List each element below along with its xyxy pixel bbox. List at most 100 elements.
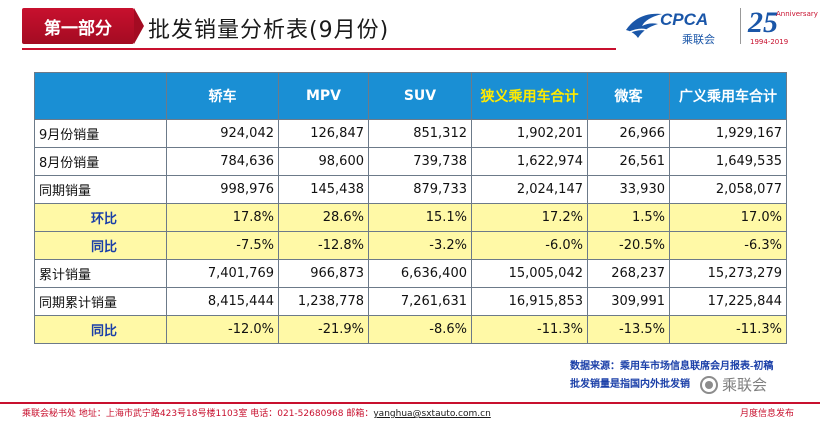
row-label: 累计销量 bbox=[34, 259, 167, 288]
row-label: 9月份销量 bbox=[34, 119, 167, 148]
row-label: 同比 bbox=[34, 315, 167, 344]
footer-divider bbox=[0, 402, 820, 404]
header-divider bbox=[22, 48, 616, 50]
table-cell: -21.9% bbox=[278, 315, 369, 344]
column-header-blank bbox=[34, 72, 167, 120]
table-row: 同期累计销量 8,415,444 1,238,778 7,261,631 16,… bbox=[34, 287, 787, 316]
table-cell: -12.0% bbox=[166, 315, 279, 344]
table-cell: -3.2% bbox=[368, 231, 472, 260]
sales-table: 轿车 MPV SUV 狭义乘用车合计 微客 广义乘用车合计 9月份销量 924,… bbox=[34, 72, 787, 344]
notes: 数据来源：乘用车市场信息联席会月报表-初稿 批发销量是指国内外批发销 bbox=[570, 358, 790, 394]
column-header-mpv: MPV bbox=[278, 72, 369, 120]
table-cell: 145,438 bbox=[278, 175, 369, 204]
cpca-bird-icon bbox=[626, 13, 662, 38]
table-cell: 1,929,167 bbox=[669, 119, 787, 148]
table-cell: -11.3% bbox=[471, 315, 588, 344]
table-cell: 15.1% bbox=[368, 203, 472, 232]
row-label: 同期累计销量 bbox=[34, 287, 167, 316]
table-cell: 879,733 bbox=[368, 175, 472, 204]
wechat-icon bbox=[700, 375, 718, 394]
table-cell: 784,636 bbox=[166, 147, 279, 176]
table-cell: 126,847 bbox=[278, 119, 369, 148]
table-row: 同比 -7.5% -12.8% -3.2% -6.0% -20.5% -6.3% bbox=[34, 231, 787, 260]
page-title: 批发销量分析表(9月份) bbox=[148, 18, 390, 43]
table-cell: 26,561 bbox=[587, 147, 670, 176]
anniversary-years: 1994-2019 bbox=[750, 38, 789, 46]
row-label: 环比 bbox=[34, 203, 167, 232]
table-cell: -6.3% bbox=[669, 231, 787, 260]
table-cell: 17.2% bbox=[471, 203, 588, 232]
table-cell: 17.8% bbox=[166, 203, 279, 232]
table-cell: 7,261,631 bbox=[368, 287, 472, 316]
row-label: 同比 bbox=[34, 231, 167, 260]
table-cell: -7.5% bbox=[166, 231, 279, 260]
table-cell: 2,058,077 bbox=[669, 175, 787, 204]
table-cell: 15,005,042 bbox=[471, 259, 588, 288]
cpca-logo: CPCA 乘联会 bbox=[624, 6, 734, 46]
table-cell: 17.0% bbox=[669, 203, 787, 232]
table-cell: 1.5% bbox=[587, 203, 670, 232]
watermark: 乘联会 bbox=[700, 374, 767, 395]
table-cell: -20.5% bbox=[587, 231, 670, 260]
page-header: 第一部分 批发销量分析表(9月份) CPCA 乘联会 25 Anniversar… bbox=[0, 0, 820, 56]
footer-address: 乘联会秘书处 地址：上海市武宁路423号18号楼1103室 电话：021-526… bbox=[22, 409, 374, 419]
cpca-logo-text: CPCA bbox=[660, 10, 709, 29]
anniversary-number: 25 bbox=[748, 6, 778, 39]
table-cell: -12.8% bbox=[278, 231, 369, 260]
watermark-text: 乘联会 bbox=[722, 376, 768, 394]
table-cell: 28.6% bbox=[278, 203, 369, 232]
table-cell: 1,649,535 bbox=[669, 147, 787, 176]
table-cell: -11.3% bbox=[669, 315, 787, 344]
table-cell: 16,915,853 bbox=[471, 287, 588, 316]
definition-note: 批发销量是指国内外批发销 bbox=[570, 379, 690, 390]
table-cell: 309,991 bbox=[587, 287, 670, 316]
page-footer: 乘联会秘书处 地址：上海市武宁路423号18号楼1103室 电话：021-526… bbox=[22, 406, 802, 422]
footer-release-label: 月度信息发布 bbox=[739, 409, 794, 419]
table-cell: 1,238,778 bbox=[278, 287, 369, 316]
table-header-row: 轿车 MPV SUV 狭义乘用车合计 微客 广义乘用车合计 bbox=[34, 72, 787, 120]
table-cell: 26,966 bbox=[587, 119, 670, 148]
anniversary-sup: Anniversary bbox=[776, 10, 818, 18]
table-cell: 2,024,147 bbox=[471, 175, 588, 204]
table-cell: 15,273,279 bbox=[669, 259, 787, 288]
table-cell: 268,237 bbox=[587, 259, 670, 288]
table-cell: 6,636,400 bbox=[368, 259, 472, 288]
section-tab: 第一部分 bbox=[22, 8, 144, 44]
logo-divider bbox=[740, 8, 741, 44]
footer-email-link[interactable]: yanghua@sxtauto.com.cn bbox=[373, 409, 491, 419]
table-cell: -6.0% bbox=[471, 231, 588, 260]
table-row: 同期销量 998,976 145,438 879,733 2,024,147 3… bbox=[34, 175, 787, 204]
table-cell: 7,401,769 bbox=[166, 259, 279, 288]
table-cell: 998,976 bbox=[166, 175, 279, 204]
column-header-narrow-total: 狭义乘用车合计 bbox=[471, 72, 588, 120]
table-row: 同比 -12.0% -21.9% -8.6% -11.3% -13.5% -11… bbox=[34, 315, 787, 344]
table-row: 累计销量 7,401,769 966,873 6,636,400 15,005,… bbox=[34, 259, 787, 288]
table-cell: 1,902,201 bbox=[471, 119, 588, 148]
table-cell: -8.6% bbox=[368, 315, 472, 344]
table-row: 8月份销量 784,636 98,600 739,738 1,622,974 2… bbox=[34, 147, 787, 176]
row-label: 8月份销量 bbox=[34, 147, 167, 176]
table-cell: 851,312 bbox=[368, 119, 472, 148]
sales-table-container: 轿车 MPV SUV 狭义乘用车合计 微客 广义乘用车合计 9月份销量 924,… bbox=[34, 72, 787, 344]
table-row: 9月份销量 924,042 126,847 851,312 1,902,201 … bbox=[34, 119, 787, 148]
table-cell: 739,738 bbox=[368, 147, 472, 176]
column-header-broad-total: 广义乘用车合计 bbox=[669, 72, 787, 120]
column-header-sedan: 轿车 bbox=[166, 72, 279, 120]
cpca-logo-cn: 乘联会 bbox=[682, 33, 715, 46]
table-cell: 8,415,444 bbox=[166, 287, 279, 316]
column-header-suv: SUV bbox=[368, 72, 472, 120]
table-row: 环比 17.8% 28.6% 15.1% 17.2% 1.5% 17.0% bbox=[34, 203, 787, 232]
anniversary-logo: 25 Anniversary 1994-2019 bbox=[746, 4, 818, 48]
table-cell: 966,873 bbox=[278, 259, 369, 288]
table-cell: 1,622,974 bbox=[471, 147, 588, 176]
table-cell: 33,930 bbox=[587, 175, 670, 204]
table-cell: 98,600 bbox=[278, 147, 369, 176]
column-header-minivan: 微客 bbox=[587, 72, 670, 120]
section-label: 第一部分 bbox=[44, 18, 112, 39]
table-cell: 17,225,844 bbox=[669, 287, 787, 316]
table-cell: 924,042 bbox=[166, 119, 279, 148]
data-source-note: 数据来源：乘用车市场信息联席会月报表-初稿 bbox=[570, 361, 774, 372]
row-label: 同期销量 bbox=[34, 175, 167, 204]
table-cell: -13.5% bbox=[587, 315, 670, 344]
footer-contact: 乘联会秘书处 地址：上海市武宁路423号18号楼1103室 电话：021-526… bbox=[22, 406, 491, 419]
